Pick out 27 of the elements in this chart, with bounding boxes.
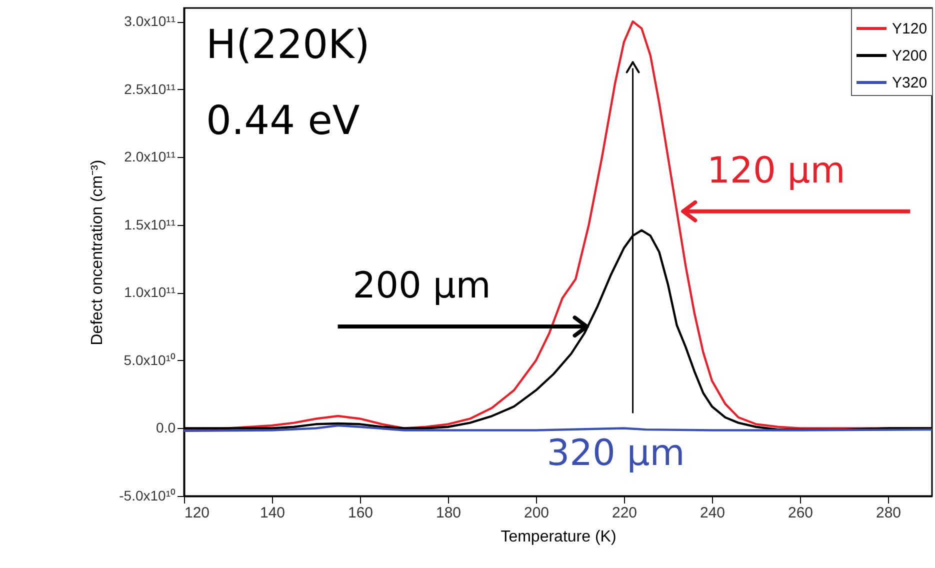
annotation: 320 μm bbox=[546, 433, 685, 474]
x-tick-label: 120 bbox=[184, 504, 210, 522]
x-tick-label: 280 bbox=[876, 504, 902, 522]
annotation: 0.44 eV bbox=[206, 98, 360, 144]
y-tick-label: 0.0 bbox=[156, 420, 176, 436]
x-tick-label: 180 bbox=[436, 504, 462, 522]
x-axis-title: Temperature (K) bbox=[500, 528, 616, 546]
legend-label: Y200 bbox=[892, 48, 928, 64]
annotation: 200 μm bbox=[352, 266, 491, 307]
x-tick-label: 200 bbox=[524, 504, 550, 522]
x-tick-label: 260 bbox=[788, 504, 814, 522]
x-tick-label: 240 bbox=[700, 504, 726, 522]
x-tick-label: 140 bbox=[260, 504, 286, 522]
legend-label: Y120 bbox=[892, 20, 928, 38]
x-tick-label: 220 bbox=[612, 504, 638, 522]
x-tick-label: 160 bbox=[348, 504, 374, 522]
legend-label: Y320 bbox=[892, 74, 928, 92]
y-axis-title: Defect oncentration (cm⁻³) bbox=[89, 160, 106, 346]
y-tick-label: 2.0x10¹¹ bbox=[124, 148, 176, 165]
annotation: H(220K) bbox=[206, 22, 370, 68]
y-tick-label: 1.0x10¹¹ bbox=[124, 284, 176, 300]
y-tick-label: 3.0x10¹¹ bbox=[124, 13, 176, 30]
y-tick-label: 5.0x10¹⁰ bbox=[124, 352, 176, 368]
y-tick-label: 2.5x10¹¹ bbox=[124, 80, 176, 97]
y-tick-label: 1.5x10¹¹ bbox=[124, 216, 176, 232]
y-tick-label: -5.0x10¹⁰ bbox=[119, 488, 176, 504]
annotation: 120 μm bbox=[707, 150, 846, 192]
